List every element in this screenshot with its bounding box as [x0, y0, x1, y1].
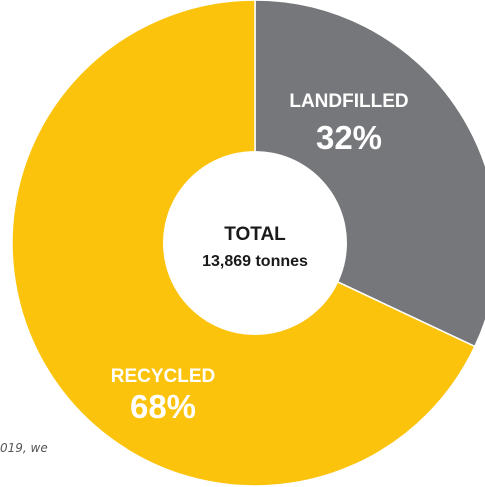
center-total-label: TOTAL — [224, 224, 286, 245]
donut-hole — [163, 151, 347, 335]
slice-value-recycled: 68% — [130, 388, 196, 425]
body-text-fragment: 019, we — [0, 441, 48, 455]
center-total-value: 13,869 tonnes — [202, 253, 308, 270]
slice-label-recycled: RECYCLED — [111, 366, 216, 387]
slice-value-landfilled: 32% — [316, 119, 382, 156]
slice-label-landfilled: LANDFILLED — [289, 91, 408, 112]
